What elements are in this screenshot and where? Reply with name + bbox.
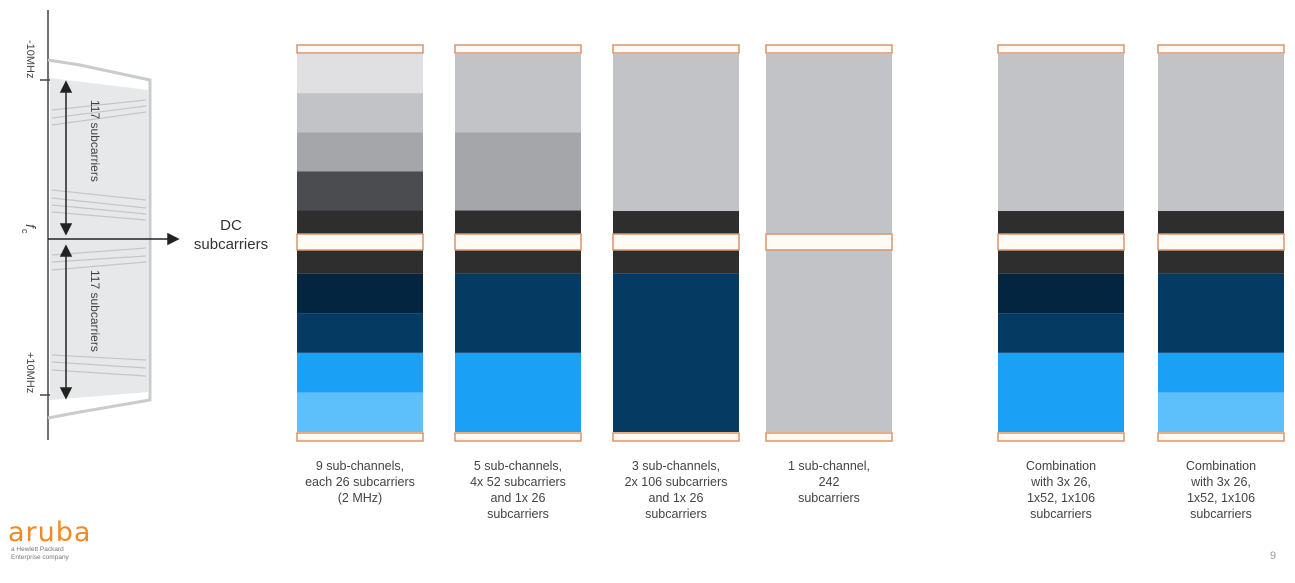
ru-block <box>998 211 1124 234</box>
dc-arrow <box>48 232 180 246</box>
ru-block <box>1158 273 1284 353</box>
bottom-guard-band <box>454 432 582 442</box>
ru-column <box>1157 44 1285 442</box>
ru-column <box>454 44 582 442</box>
column-label: Combination with 3x 26, 1x52, 1x106 subc… <box>1025 459 1097 521</box>
ru-block <box>297 54 423 94</box>
upper-edge-label: -10MHz <box>24 40 36 79</box>
spectrum-sketch: -10MHz +10MHz 117 subcarriers 117 subcar… <box>20 10 180 440</box>
ru-block <box>455 352 581 432</box>
column-label: 1 sub-channel, 242 subcarriers <box>787 459 870 505</box>
ru-block <box>297 93 423 133</box>
ru-block <box>455 250 581 274</box>
bottom-guard-band <box>997 432 1125 442</box>
ru-block <box>613 250 739 274</box>
ru-block <box>766 54 892 234</box>
bottom-guard-band <box>1157 432 1285 442</box>
ru-block <box>297 273 423 314</box>
aruba-logo: aruba a Hewlett Packard Enterprise compa… <box>8 517 118 562</box>
top-guard-band <box>296 44 424 54</box>
ru-block <box>998 313 1124 353</box>
ru-block <box>297 352 423 393</box>
ru-column <box>296 44 424 442</box>
page-number: 9 <box>1270 550 1277 562</box>
ru-block <box>297 132 423 172</box>
dc-band <box>1157 233 1285 251</box>
ru-block <box>1158 54 1284 212</box>
dc-band <box>296 233 424 251</box>
ru-block <box>1158 392 1284 432</box>
dc-band <box>765 233 893 251</box>
ru-block <box>998 54 1124 212</box>
ru-block <box>998 273 1124 314</box>
center-label: f <box>23 224 39 230</box>
ru-block <box>455 54 581 133</box>
ru-block <box>613 54 739 212</box>
ru-block <box>613 211 739 234</box>
lower-span-label: 117 subcarriers <box>88 270 102 352</box>
upper-span-arrow <box>59 80 73 236</box>
ru-block <box>297 313 423 353</box>
ru-block <box>613 273 739 432</box>
ru-block <box>455 132 581 211</box>
ru-column <box>765 44 893 442</box>
center-sub-label: c <box>20 229 30 234</box>
column-label: Combination with 3x 26, 1x52, 1x106 subc… <box>1185 459 1257 521</box>
top-guard-band <box>454 44 582 54</box>
top-guard-band <box>997 44 1125 54</box>
ru-block <box>1158 352 1284 393</box>
lower-edge-label: +10MHz <box>24 352 36 393</box>
upper-span-label: 117 subcarriers <box>88 100 102 182</box>
ru-column <box>612 44 740 442</box>
ru-block <box>998 250 1124 274</box>
ru-column <box>997 44 1125 442</box>
ru-block <box>1158 211 1284 234</box>
top-guard-band <box>765 44 893 54</box>
ru-block <box>455 210 581 234</box>
logo-tagline: a Hewlett Packard Enterprise company <box>11 546 69 561</box>
column-label: 9 sub-channels, each 26 subcarriers (2 M… <box>305 459 415 505</box>
dc-band <box>454 233 582 251</box>
spectrum-mask-outline <box>47 58 152 420</box>
column-label: 5 sub-channels, 4x 52 subcarriers and 1x… <box>470 459 566 521</box>
center-frequency-label: f c <box>20 224 39 234</box>
dc-subcarriers-label: DC subcarriers <box>193 217 269 253</box>
dc-band <box>612 233 740 251</box>
ru-block <box>297 210 423 234</box>
ru-block <box>297 171 423 211</box>
ru-block <box>455 273 581 353</box>
column-label: 3 sub-channels, 2x 106 subcarriers and 1… <box>624 459 728 521</box>
ru-block <box>297 392 423 432</box>
ru-columns <box>296 44 1285 442</box>
logo-wordmark: aruba <box>8 517 92 548</box>
lower-span-arrow <box>59 244 73 400</box>
dc-band <box>997 233 1125 251</box>
ru-block <box>998 352 1124 432</box>
top-guard-band <box>1157 44 1285 54</box>
ru-block <box>297 250 423 274</box>
top-guard-band <box>612 44 740 54</box>
bottom-guard-band <box>765 432 893 442</box>
bottom-guard-band <box>296 432 424 442</box>
ru-block <box>766 250 892 432</box>
bottom-guard-band <box>612 432 740 442</box>
ru-block <box>1158 250 1284 274</box>
